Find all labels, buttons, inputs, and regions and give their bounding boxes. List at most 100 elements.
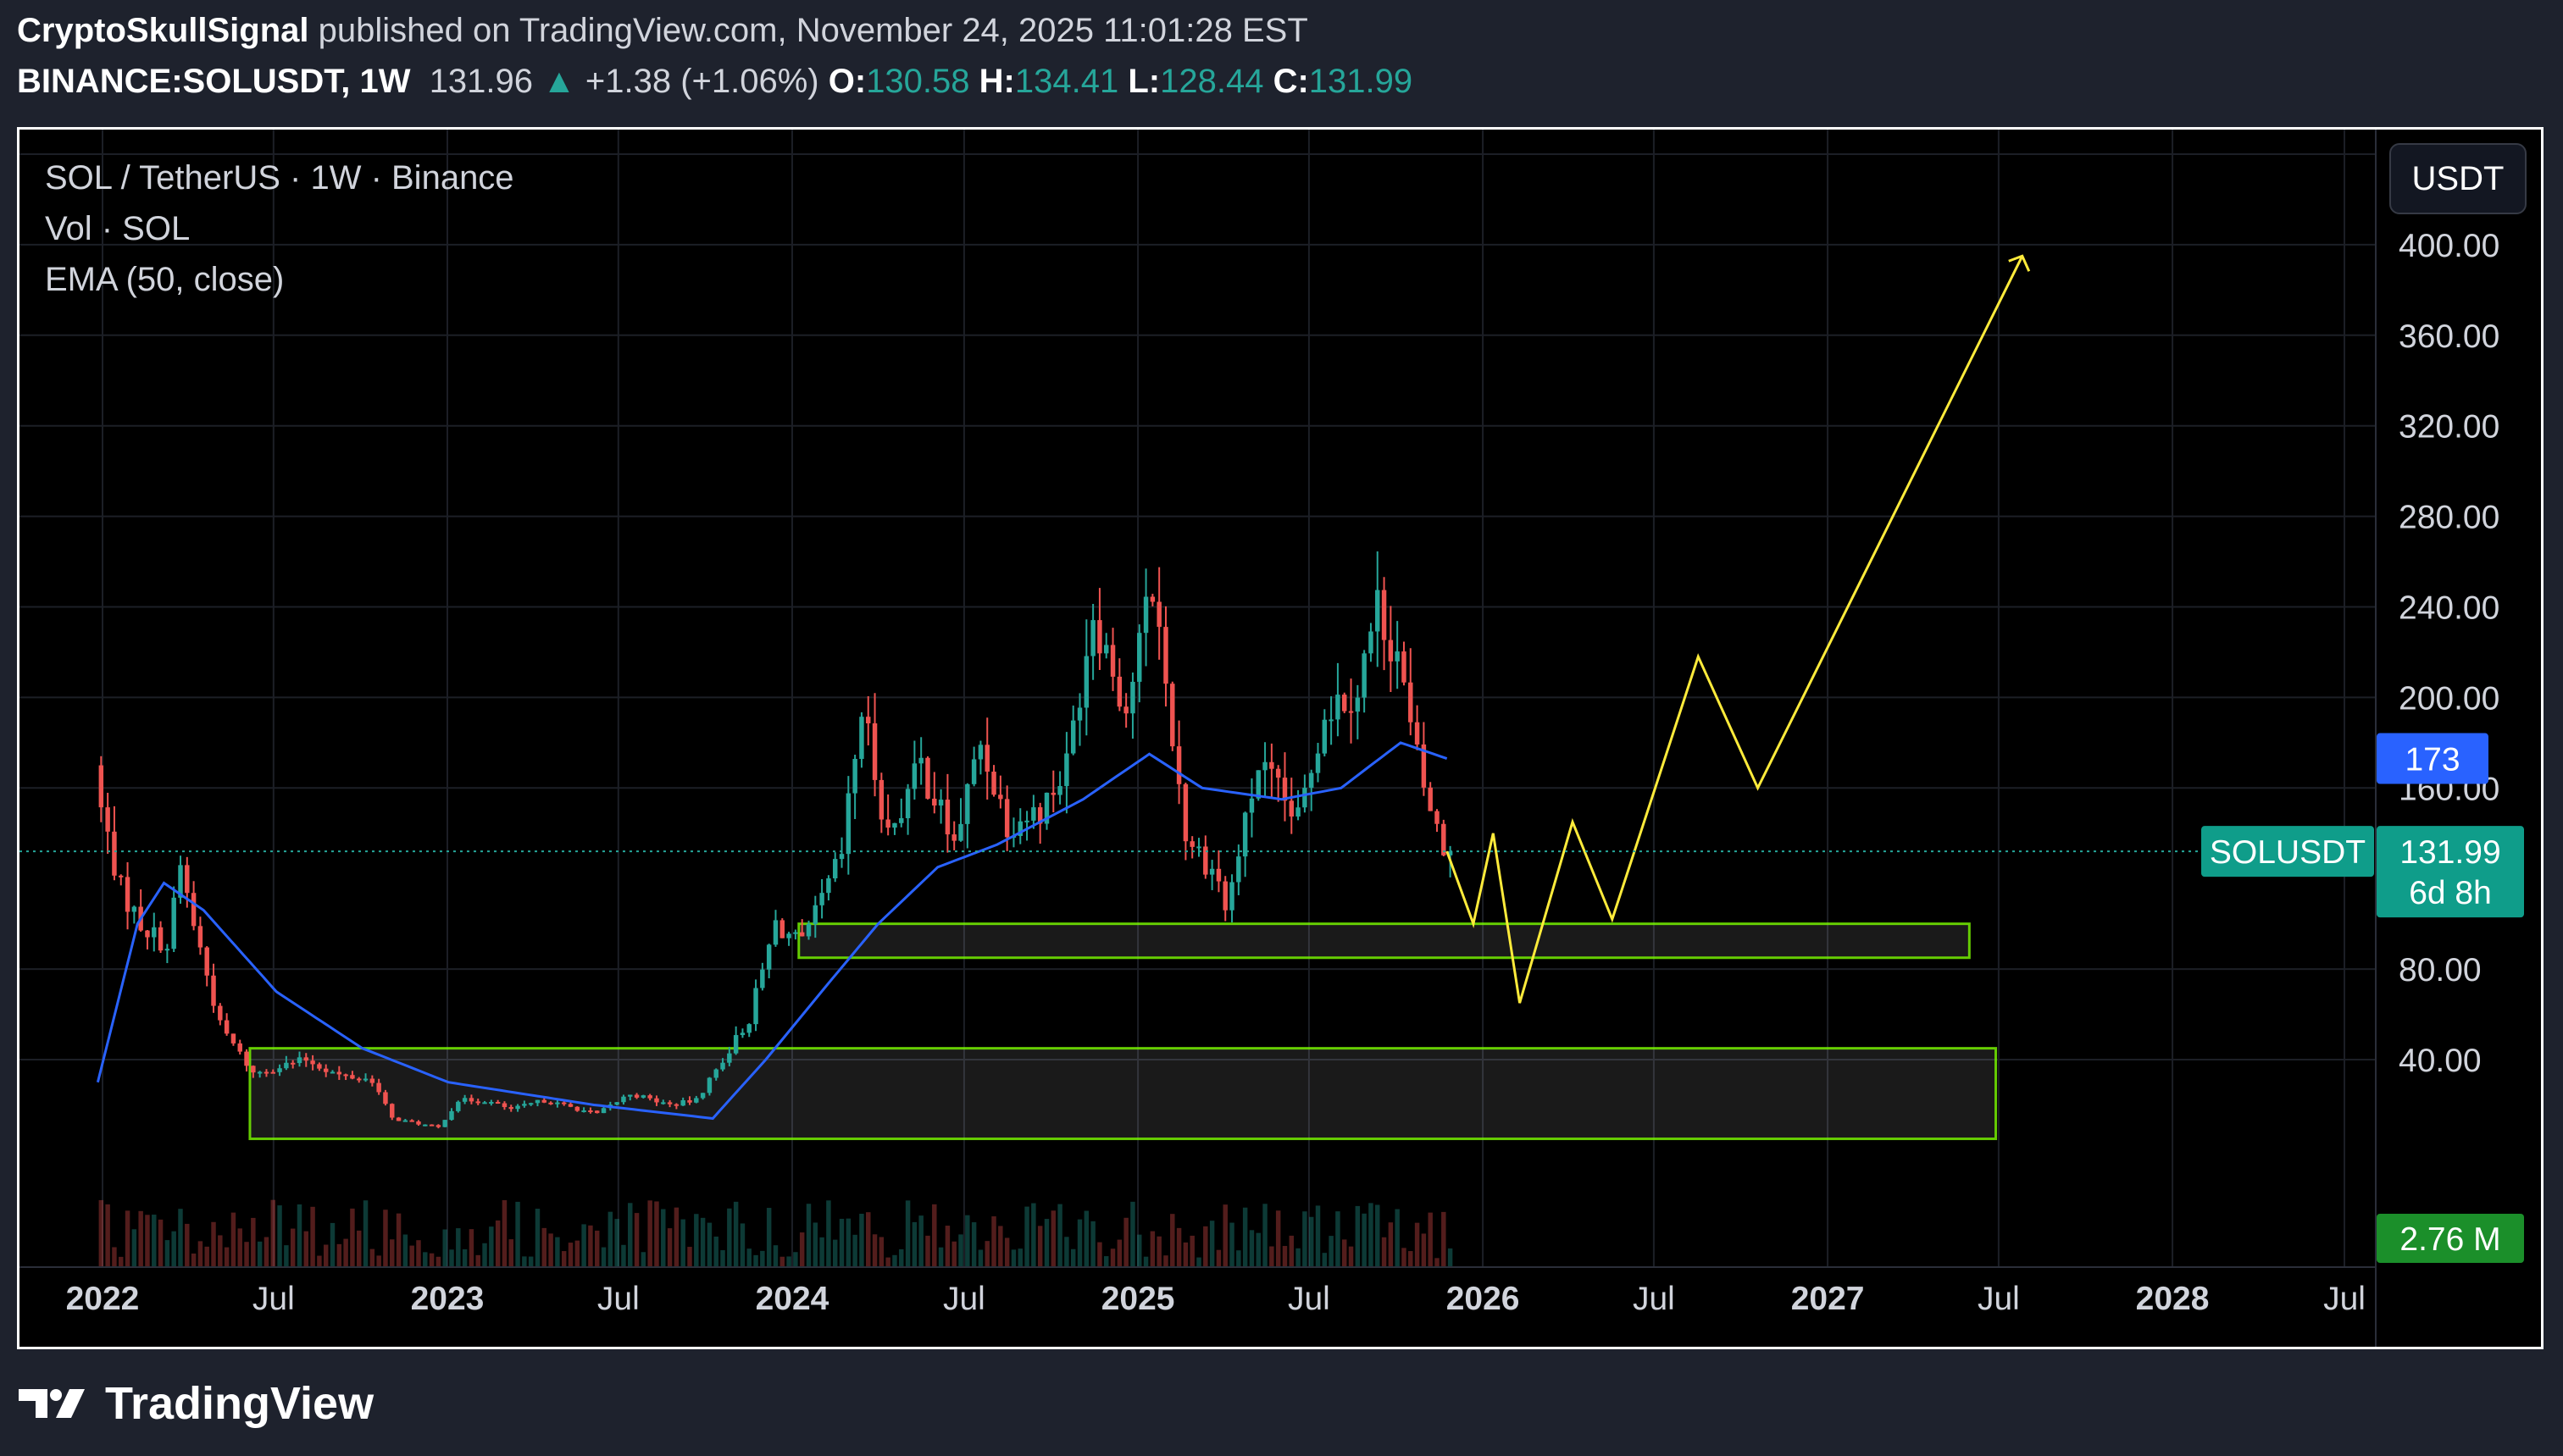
volume-bar [1408,1251,1413,1267]
volume-bar [1282,1246,1288,1267]
footer-brand[interactable]: TradingView [105,1378,374,1429]
author-name[interactable]: CryptoSkullSignal [17,12,309,49]
candle-body [224,1020,230,1034]
volume-bar [1242,1207,1248,1267]
candle-body [423,1124,428,1127]
volume-bar [1209,1221,1215,1267]
candle-body [343,1074,348,1077]
candle-body [164,949,170,951]
candle-body [1421,744,1427,788]
volume-bar [1395,1209,1400,1267]
volume-bar [145,1215,150,1267]
candle-body [1256,770,1261,799]
candle-body [700,1093,706,1099]
candle-body [528,1103,534,1105]
chart-frame: 440.00400.00360.00320.00280.00240.00200.… [17,127,2544,1349]
y-tick-label: 40.00 [2399,1043,2482,1079]
candle-body [614,1102,619,1105]
volume-label: 2.76 M [2399,1221,2500,1258]
volume-bar [628,1203,633,1267]
close-value: 131.99 [1308,63,1413,100]
candle-body [799,932,805,937]
volume-bar [1236,1250,1241,1267]
candle-body [1236,856,1241,883]
volume-bar [892,1254,897,1267]
candle-body [892,822,897,828]
volume-bar [574,1240,580,1267]
volume-bar [614,1219,619,1267]
candle-body [779,920,785,938]
open-label: O: [828,63,867,100]
volume-bar [251,1217,256,1267]
x-tick-label: 2025 [1101,1281,1175,1317]
volume-bar [667,1228,673,1267]
volume-bar [1348,1246,1354,1267]
volume-bar [522,1256,527,1267]
volume-bar [396,1213,402,1267]
x-tick-label: 2028 [2136,1281,2210,1317]
volume-bar [1223,1204,1228,1267]
volume-bar [1090,1221,1096,1267]
symbol-header: BINANCE:SOLUSDT, 1W 131.96 ▲ +1.38 (+1.0… [17,63,1412,101]
candle-body [793,932,798,934]
volume-bar [621,1244,626,1267]
legend-ema[interactable]: EMA (50, close) [45,261,285,298]
currency-button[interactable]: USDT [2389,143,2527,214]
candle-body [985,745,990,772]
candle-body [713,1069,718,1078]
volume-bar [740,1223,746,1267]
volume-bar [1031,1203,1036,1267]
y-tick-label: 400.00 [2399,228,2499,264]
candle-body [502,1103,508,1108]
candle-body [839,854,845,860]
volume-bar [1275,1210,1281,1267]
volume-bar [647,1200,652,1267]
volume-bar [720,1250,725,1267]
volume-bar [1183,1242,1189,1267]
volume-bar [1229,1222,1234,1267]
candle-body [1024,820,1029,822]
volume-bar [555,1237,560,1267]
candle-body [383,1092,388,1104]
volume-bar [502,1199,508,1267]
candle-body [218,1005,223,1021]
volume-bar [806,1204,812,1267]
volume-bar [746,1248,752,1267]
candle-body [158,927,164,951]
candle-body [277,1068,282,1072]
volume-bar [469,1229,474,1267]
volume-bar [991,1216,996,1267]
close-label: C: [1273,63,1309,100]
candle-body [1110,645,1116,677]
volume-bar [211,1221,216,1267]
volume-bar [357,1230,362,1267]
volume-bar [872,1234,878,1267]
candle-body [1269,761,1274,769]
candle-body [456,1101,461,1111]
volume-bar [1084,1210,1090,1267]
candle-body [1137,633,1142,682]
price-chart[interactable]: 440.00400.00360.00320.00280.00240.00200.… [19,130,2541,1347]
volume-bar [594,1230,600,1267]
legend-volume[interactable]: Vol · SOL [45,210,191,247]
volume-bar [409,1245,414,1267]
volume-bar [773,1245,779,1267]
volume-bar [297,1204,302,1267]
candle-body [178,865,183,898]
y-tick-label: 280.00 [2399,500,2499,536]
volume-bar [1051,1210,1057,1267]
volume-bar [1170,1214,1175,1267]
x-tick-label: 2024 [756,1281,829,1317]
legend-pair[interactable]: SOL / TetherUS · 1W · Binance [45,159,514,197]
volume-bar [290,1228,296,1267]
volume-bar [727,1208,732,1267]
tradingview-logo-icon[interactable] [17,1386,95,1421]
y-tick-label: 240.00 [2399,590,2499,627]
candle-body [1123,706,1129,714]
volume-bar [1203,1226,1208,1267]
candle-body [1183,783,1189,842]
volume-bar [1269,1246,1274,1267]
volume-bar [112,1247,117,1267]
volume-bar [1064,1237,1069,1267]
candle-body [1375,590,1380,632]
